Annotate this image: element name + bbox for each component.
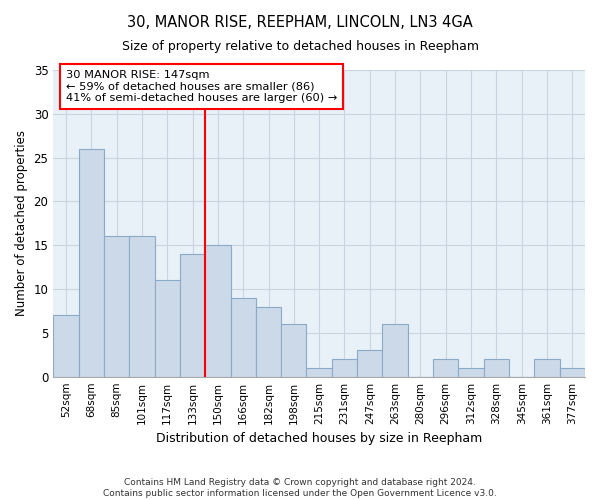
Bar (79, 149, 104, 376)
Bar (357, 350, 382, 376)
X-axis label: Distribution of detached houses by size in Reepham: Distribution of detached houses by size … (156, 432, 482, 445)
Bar (484, 359, 509, 376)
Bar (205, 245, 230, 376)
Bar (230, 298, 256, 376)
Text: Size of property relative to detached houses in Reepham: Size of property relative to detached ho… (121, 40, 479, 53)
Bar (307, 368, 332, 376)
Bar (458, 368, 484, 376)
Bar (104, 236, 129, 376)
Text: Contains HM Land Registry data © Crown copyright and database right 2024.
Contai: Contains HM Land Registry data © Crown c… (103, 478, 497, 498)
Bar (53, 316, 79, 376)
Bar (332, 359, 357, 376)
Y-axis label: Number of detached properties: Number of detached properties (15, 130, 28, 316)
Bar (535, 359, 560, 376)
Text: 30, MANOR RISE, REEPHAM, LINCOLN, LN3 4GA: 30, MANOR RISE, REEPHAM, LINCOLN, LN3 4G… (127, 15, 473, 30)
Bar (382, 324, 408, 376)
Bar (560, 368, 585, 376)
Bar (180, 254, 205, 376)
Bar (433, 359, 458, 376)
Bar (256, 306, 281, 376)
Bar (155, 280, 180, 376)
Bar (281, 324, 307, 376)
Bar (129, 236, 155, 376)
Text: 30 MANOR RISE: 147sqm
← 59% of detached houses are smaller (86)
41% of semi-deta: 30 MANOR RISE: 147sqm ← 59% of detached … (66, 70, 337, 103)
